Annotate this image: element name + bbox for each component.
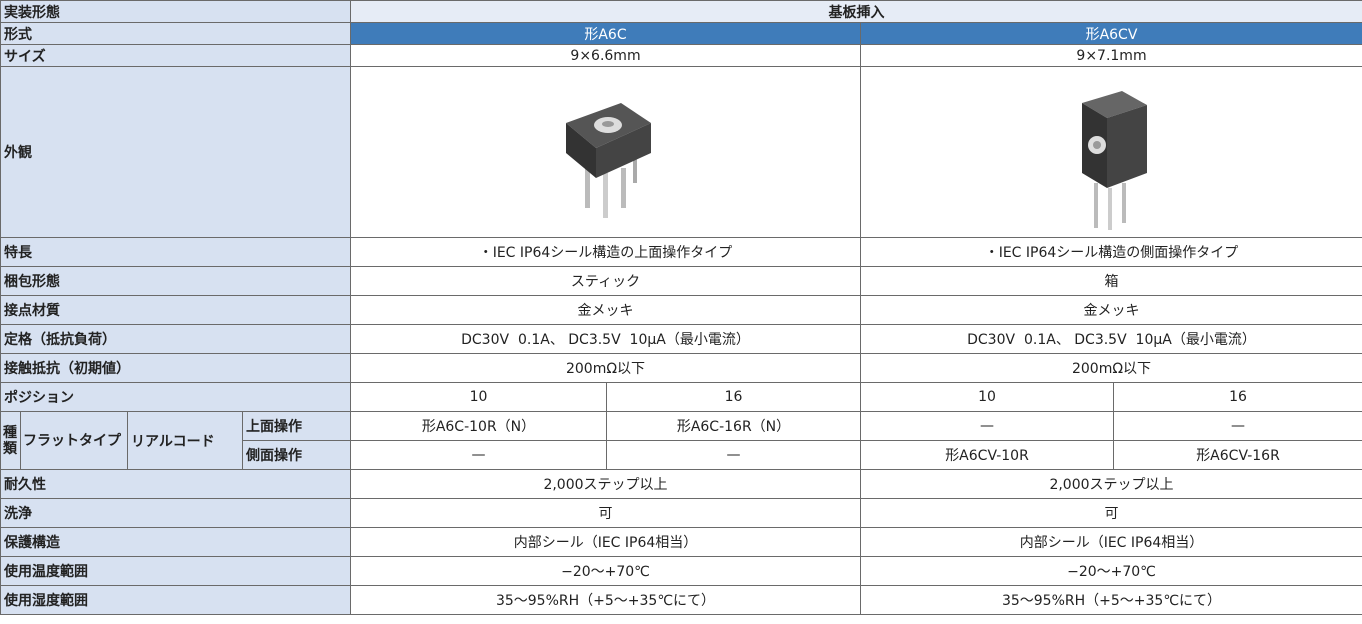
image-cell [350, 66, 861, 238]
cell: 2,000ステップ以上 [860, 469, 1362, 499]
cell: — [1113, 411, 1362, 441]
cell: リアルコード [127, 411, 243, 470]
cell: 形A6CV-16R [1113, 440, 1362, 470]
cell: 内部シール（IEC IP64相当） [860, 527, 1362, 557]
cell: 種類 [0, 411, 21, 470]
cell: — [606, 440, 861, 470]
cell: 金メッキ [350, 295, 861, 325]
cell: 形A6C [350, 22, 861, 45]
cell: 耐久性 [0, 469, 351, 499]
cell: 上面操作 [242, 411, 351, 441]
cell: 可 [350, 498, 861, 528]
cell: DC30V 0.1A、 DC3.5V 10μA（最小電流） [860, 324, 1362, 354]
cell: 箱 [860, 266, 1362, 296]
cell: 10 [350, 382, 607, 412]
cell: — [350, 440, 607, 470]
cell: 200mΩ以下 [350, 353, 861, 383]
cell: 接点材質 [0, 295, 351, 325]
product-image [565, 103, 651, 218]
cell: 実装形態 [0, 0, 351, 23]
cell: ・IEC IP64シール構造の上面操作タイプ [350, 237, 861, 267]
cell: — [860, 411, 1114, 441]
cell: 使用湿度範囲 [0, 585, 351, 615]
cell: 保護構造 [0, 527, 351, 557]
cell: 形A6C-16R（N） [606, 411, 861, 441]
cell: 接触抵抗（初期値） [0, 353, 351, 383]
cell: 金メッキ [860, 295, 1362, 325]
cell: 16 [1113, 382, 1362, 412]
cell: 洗浄 [0, 498, 351, 528]
cell: 定格（抵抗負荷） [0, 324, 351, 354]
cell: 側面操作 [242, 440, 351, 470]
cell: −20～+70℃ [350, 556, 861, 586]
cell: 形A6C-10R（N） [350, 411, 607, 441]
cell: 形A6CV-10R [860, 440, 1114, 470]
product-image [1081, 91, 1147, 230]
cell: −20～+70℃ [860, 556, 1362, 586]
cell: 35～95%RH（+5～+35℃にて） [860, 585, 1362, 615]
cell: 10 [860, 382, 1114, 412]
cell: 200mΩ以下 [860, 353, 1362, 383]
cell: 外観 [0, 66, 351, 238]
cell: スティック [350, 266, 861, 296]
cell: 形式 [0, 22, 351, 45]
cell: 可 [860, 498, 1362, 528]
cell: 使用温度範囲 [0, 556, 351, 586]
cell: サイズ [0, 44, 351, 67]
cell: フラットタイプ [20, 411, 128, 470]
cell: 2,000ステップ以上 [350, 469, 861, 499]
image-cell [860, 66, 1362, 238]
cell: ・IEC IP64シール構造の側面操作タイプ [860, 237, 1362, 267]
cell: 9×6.6mm [350, 44, 861, 67]
cell: 形A6CV [860, 22, 1362, 45]
cell: 特長 [0, 237, 351, 267]
cell: 基板挿入 [350, 0, 1362, 23]
cell: 16 [606, 382, 861, 412]
cell: ポジション [0, 382, 351, 412]
cell: 内部シール（IEC IP64相当） [350, 527, 861, 557]
cell: 9×7.1mm [860, 44, 1362, 67]
cell: 35～95%RH（+5～+35℃にて） [350, 585, 861, 615]
cell: 梱包形態 [0, 266, 351, 296]
cell: DC30V 0.1A、 DC3.5V 10μA（最小電流） [350, 324, 861, 354]
